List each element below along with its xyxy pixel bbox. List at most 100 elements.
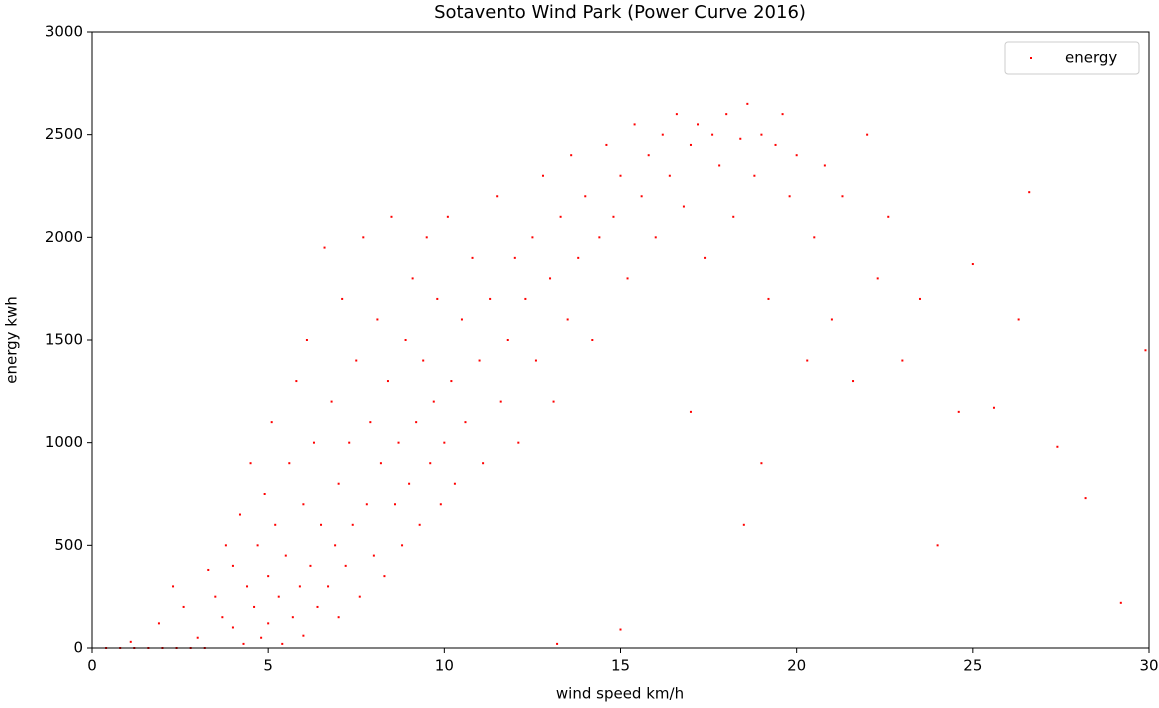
point <box>813 236 816 239</box>
y-tick-label: 2500 <box>45 125 83 143</box>
point <box>309 564 312 567</box>
point <box>224 544 227 547</box>
point <box>369 421 372 424</box>
point <box>358 595 361 598</box>
point <box>327 585 330 588</box>
point <box>689 410 692 413</box>
point <box>372 554 375 557</box>
point <box>334 544 337 547</box>
x-tick-label: 15 <box>611 657 630 675</box>
point <box>661 133 664 136</box>
x-tick-label: 30 <box>1139 657 1158 675</box>
point <box>422 359 425 362</box>
point <box>386 380 389 383</box>
point <box>288 462 291 465</box>
point <box>316 605 319 608</box>
point <box>323 246 326 249</box>
point <box>936 544 939 547</box>
point <box>566 318 569 321</box>
point <box>524 297 527 300</box>
point <box>270 421 273 424</box>
point <box>238 513 241 516</box>
point <box>344 564 347 567</box>
point <box>517 441 520 444</box>
point <box>760 462 763 465</box>
point <box>767 297 770 300</box>
legend-box <box>1004 41 1140 75</box>
point <box>668 174 671 177</box>
y-tick-label: 3000 <box>45 23 83 41</box>
y-tick-label: 1500 <box>45 331 83 349</box>
point <box>1084 497 1087 500</box>
point <box>390 215 393 218</box>
x-tick-label: 0 <box>87 657 97 675</box>
point <box>577 256 580 259</box>
point <box>376 318 379 321</box>
x-tick-label: 10 <box>435 657 454 675</box>
y-tick-label: 500 <box>54 536 83 554</box>
point <box>591 339 594 341</box>
x-axis-label: wind speed km/h <box>556 685 684 703</box>
point <box>830 318 833 321</box>
point <box>267 575 270 578</box>
point <box>992 406 995 409</box>
point <box>866 133 869 136</box>
point <box>379 462 382 465</box>
point <box>496 195 499 198</box>
point <box>246 585 249 588</box>
point <box>439 503 442 506</box>
point <box>249 462 252 465</box>
point <box>418 523 421 526</box>
point <box>182 605 185 608</box>
point <box>429 462 432 465</box>
point <box>697 123 700 126</box>
point <box>1028 191 1031 194</box>
point <box>221 616 224 619</box>
point <box>253 605 256 608</box>
point <box>453 482 456 485</box>
y-tick-label: 2000 <box>45 228 83 246</box>
point <box>876 277 879 280</box>
point <box>450 380 453 383</box>
point <box>302 503 305 506</box>
point <box>1144 349 1147 352</box>
point <box>725 113 728 116</box>
point <box>552 400 555 403</box>
point <box>711 133 714 136</box>
point <box>753 174 756 177</box>
point <box>284 554 287 557</box>
point <box>302 634 305 637</box>
point <box>196 636 199 639</box>
point <box>489 297 492 300</box>
point <box>214 595 217 598</box>
point <box>1017 318 1020 321</box>
point <box>605 143 608 146</box>
point <box>556 642 559 645</box>
point <box>337 482 340 485</box>
x-tick-label: 5 <box>263 657 273 675</box>
point <box>841 195 844 198</box>
point <box>464 421 467 424</box>
point <box>436 297 439 300</box>
point <box>823 164 826 167</box>
point <box>718 164 721 167</box>
point <box>971 263 974 266</box>
point <box>263 493 266 495</box>
point <box>157 622 160 625</box>
point <box>612 215 615 218</box>
point <box>362 236 365 239</box>
point <box>305 339 308 341</box>
point <box>172 585 175 588</box>
y-tick-label: 0 <box>73 639 83 657</box>
point <box>404 339 407 341</box>
point <box>277 595 280 598</box>
point <box>957 410 960 413</box>
point <box>742 523 745 526</box>
point <box>852 380 855 383</box>
point <box>394 503 397 506</box>
y-axis-label: energy kwh <box>3 296 21 384</box>
point <box>295 380 298 383</box>
point <box>675 113 678 116</box>
